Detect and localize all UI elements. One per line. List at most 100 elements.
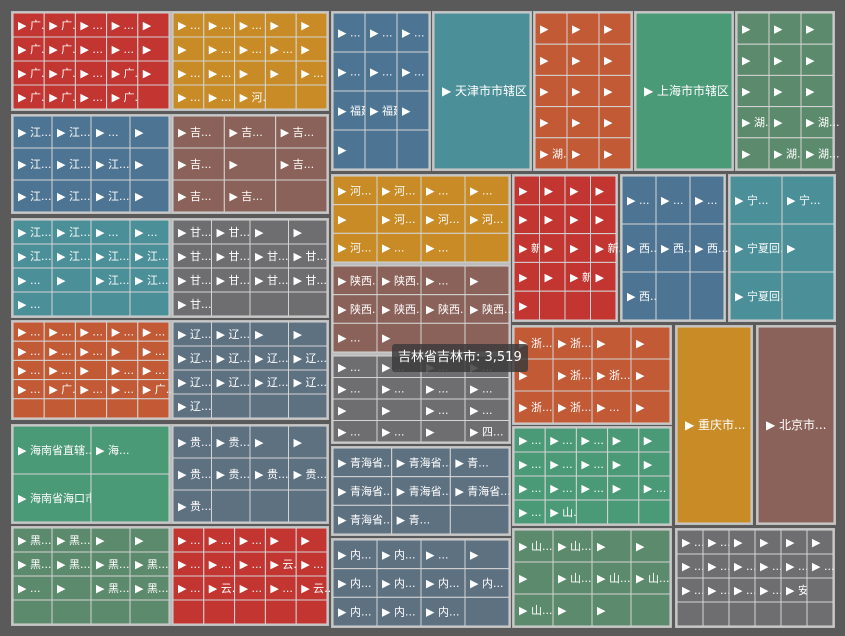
treemap-cell[interactable] — [12, 599, 53, 625]
treemap-cell[interactable] — [90, 473, 170, 523]
treemap-region-2[interactable]: ▶ ... ▶ ... ▶ ... ▶ ▶ ▶ ▶ ... ▶ ... ▶ ... ▶ ▶ ... ▶… — [171, 11, 329, 111]
treemap-cell[interactable] — [211, 369, 251, 395]
treemap-cell[interactable] — [800, 106, 834, 139]
treemap-region-22[interactable]: ▶ 辽... ▶ 辽... ▶ ▶ ▶ 辽... ▶ 辽... ▶ 辽... ▶ 辽... ▶ … — [171, 320, 329, 420]
treemap-cell[interactable] — [129, 147, 170, 181]
treemap-region-16[interactable]: ▶ 陕西... ▶ 陕西... ▶ ... ▶▶ 陕西... ▶ 陕西... ▶ 陕西..… — [331, 264, 514, 354]
treemap-cell[interactable] — [768, 137, 802, 170]
treemap-cell[interactable] — [364, 90, 398, 131]
treemap-cell[interactable] — [74, 398, 108, 419]
treemap-cell[interactable] — [464, 420, 510, 443]
treemap-cell[interactable] — [564, 175, 591, 206]
treemap-cell[interactable] — [736, 74, 770, 108]
treemap-cell[interactable] — [129, 267, 170, 293]
treemap-cell[interactable] — [172, 321, 212, 347]
treemap-cell[interactable] — [590, 233, 617, 263]
treemap-cell[interactable] — [332, 232, 378, 263]
treemap-cell[interactable] — [90, 599, 131, 625]
treemap-cell[interactable] — [591, 390, 632, 424]
treemap-cell[interactable] — [420, 232, 466, 263]
treemap-cell[interactable] — [106, 398, 139, 419]
treemap-region-25[interactable]: ▶ 青海省... ▶ 青海省... ▶ 青...▶ 青海省... ▶ 青海省... ▶ … — [331, 446, 511, 536]
treemap-cell[interactable] — [172, 12, 205, 38]
treemap-cell[interactable] — [364, 129, 398, 170]
treemap-cell[interactable] — [211, 345, 251, 371]
treemap-cell[interactable] — [806, 601, 834, 627]
treemap-cell[interactable] — [621, 175, 657, 225]
treemap-cell[interactable] — [566, 74, 600, 108]
treemap-cell[interactable] — [781, 271, 835, 321]
treemap-cell[interactable] — [90, 243, 131, 269]
treemap-cell[interactable] — [420, 568, 466, 598]
treemap-cell[interactable] — [800, 74, 834, 108]
treemap-cell[interactable] — [552, 529, 593, 563]
treemap-cell[interactable] — [630, 358, 671, 392]
treemap-cell[interactable] — [264, 12, 297, 38]
treemap-cell[interactable] — [464, 232, 510, 263]
treemap-cell[interactable] — [129, 291, 170, 317]
treemap-cell[interactable] — [513, 427, 546, 453]
treemap-cell[interactable] — [552, 326, 593, 360]
treemap-cell[interactable] — [295, 60, 328, 86]
treemap-cell[interactable] — [332, 51, 366, 92]
treemap-cell[interactable] — [137, 36, 170, 62]
treemap-cell[interactable] — [598, 137, 632, 170]
treemap-cell[interactable] — [513, 451, 546, 477]
treemap-cell[interactable] — [754, 601, 782, 627]
treemap-cell[interactable] — [513, 233, 540, 263]
treemap-cell[interactable] — [591, 326, 632, 360]
treemap-cell[interactable] — [211, 291, 251, 317]
treemap-cell[interactable] — [223, 147, 277, 181]
treemap-cell[interactable] — [264, 575, 297, 601]
treemap-cell[interactable] — [275, 147, 328, 181]
treemap-cell[interactable] — [234, 527, 266, 553]
treemap-cell[interactable] — [598, 12, 632, 45]
treemap-cell[interactable] — [249, 291, 289, 317]
treemap-cell[interactable] — [129, 115, 170, 149]
treemap-cell[interactable] — [234, 12, 266, 38]
treemap-cell[interactable] — [249, 369, 289, 395]
treemap-cell[interactable] — [211, 243, 251, 269]
treemap-cell[interactable] — [630, 529, 671, 563]
treemap-cell[interactable] — [566, 106, 600, 139]
treemap-cell[interactable] — [513, 261, 540, 292]
treemap-cell[interactable] — [396, 51, 430, 92]
treemap-region-4[interactable]: ▶ 天津市市辖区 — [432, 11, 532, 171]
treemap-cell[interactable] — [552, 593, 593, 627]
treemap-region-23[interactable]: ▶ 海南省直辖... ▶ 海... ▶ 海南省海口市 — [11, 424, 171, 524]
treemap-cell[interactable] — [534, 12, 568, 45]
treemap-cell[interactable] — [800, 137, 834, 170]
treemap-cell[interactable] — [264, 551, 297, 577]
treemap-cell[interactable] — [396, 90, 430, 131]
treemap-cell[interactable] — [591, 358, 632, 392]
treemap-cell[interactable] — [590, 261, 617, 292]
treemap-cell[interactable] — [539, 204, 566, 235]
treemap-cell[interactable] — [249, 457, 289, 491]
treemap-cell[interactable] — [288, 425, 328, 459]
treemap-cell[interactable] — [638, 427, 671, 453]
treemap-cell[interactable] — [757, 326, 835, 524]
treemap-cell[interactable] — [295, 599, 328, 625]
treemap-region-20[interactable]: ▶ 北京市... — [756, 325, 836, 525]
treemap-cell[interactable] — [332, 596, 378, 627]
treemap-cell[interactable] — [630, 390, 671, 424]
treemap-cell[interactable] — [12, 473, 92, 523]
treemap-cell[interactable] — [332, 447, 393, 478]
treemap-cell[interactable] — [51, 551, 92, 577]
treemap-cell[interactable] — [12, 267, 53, 293]
treemap-cell[interactable] — [106, 84, 139, 110]
treemap-cell[interactable] — [288, 291, 328, 317]
treemap-cell[interactable] — [275, 115, 328, 149]
treemap-region-12[interactable]: ▶ ... ▶ ... ▶ ...▶ 西... ▶ 西... ▶ 西...▶ 西... — [620, 174, 728, 322]
treemap-region-1[interactable]: ▶ 广...▶ 广...▶ ... ▶ ... ▶▶ 广...▶ 广...▶ ...… — [11, 11, 171, 111]
treemap-cell[interactable] — [211, 321, 251, 347]
treemap-cell[interactable] — [768, 74, 802, 108]
treemap-cell[interactable] — [203, 84, 236, 110]
treemap-cell[interactable] — [51, 291, 92, 317]
treemap-cell[interactable] — [249, 393, 289, 419]
treemap-cell[interactable] — [566, 12, 600, 45]
treemap-cell[interactable] — [234, 599, 266, 625]
treemap-cell[interactable] — [689, 175, 725, 225]
treemap-cell[interactable] — [90, 219, 131, 245]
treemap-cell[interactable] — [249, 219, 289, 245]
